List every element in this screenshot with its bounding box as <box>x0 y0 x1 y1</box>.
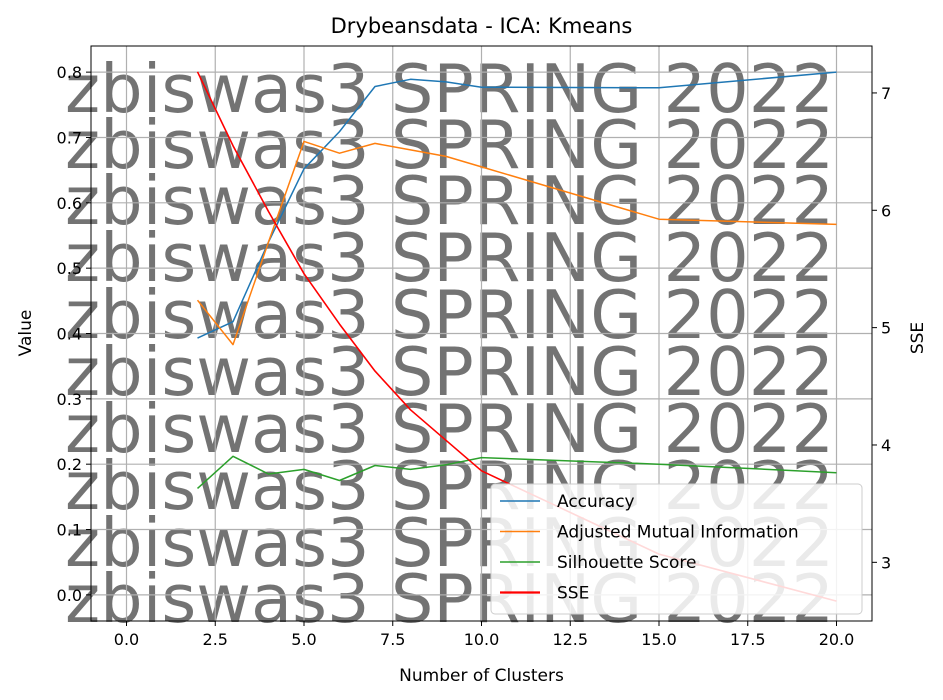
watermark-text: zbiswas3 SPRING 2022 <box>65 106 834 184</box>
legend-label: Silhouette Score <box>557 553 696 573</box>
x-tick-label: 2.5 <box>203 630 228 649</box>
x-tick-label: 7.5 <box>380 630 405 649</box>
y-tick-label: 0.0 <box>57 586 82 605</box>
y-tick-label: 0.5 <box>57 259 82 278</box>
y2-tick-label: 6 <box>881 201 891 220</box>
watermark-text: zbiswas3 SPRING 2022 <box>65 333 834 411</box>
silhouette-score-line <box>196 455 837 489</box>
y2-tick-label: 5 <box>881 319 891 338</box>
x-tick-label: 0.0 <box>114 630 139 649</box>
y-tick-label: 0.2 <box>57 455 82 474</box>
legend-label: SSE <box>557 584 589 604</box>
x-tick-label: 17.5 <box>730 630 766 649</box>
accuracy-line <box>197 71 837 339</box>
y-tick-label: 0.7 <box>57 128 82 147</box>
adjusted-mutual-information-line <box>196 140 837 346</box>
y-tick-label: 0.1 <box>57 521 82 540</box>
x-axis-label: Number of Clusters <box>399 666 564 686</box>
y-tick-label: 0.8 <box>57 63 82 82</box>
watermark-text: zbiswas3 SPRING 2022 <box>65 390 834 468</box>
x-tick-label: 10.0 <box>464 630 500 649</box>
watermark-text: zbiswas3 SPRING 2022 <box>65 219 834 297</box>
x-tick-label: 15.0 <box>641 630 677 649</box>
y2-tick-label: 3 <box>881 553 891 572</box>
y2-tick-label: 7 <box>881 84 891 103</box>
y-tick-label: 0.6 <box>57 194 82 213</box>
watermark-text: zbiswas3 SPRING 2022 <box>65 50 834 128</box>
watermark-text: zbiswas3 SPRING 2022 <box>65 162 834 240</box>
y-axis-label: Value <box>16 310 36 357</box>
legend-label: Accuracy <box>557 492 635 512</box>
y-tick-label: 0.4 <box>57 325 82 344</box>
y2-axis-label: SSE <box>908 322 928 354</box>
legend: Accuracy Adjusted Mutual Information Silho… <box>490 483 863 615</box>
x-tick-label: 12.5 <box>552 630 588 649</box>
chart-title: Drybeansdata - ICA: Kmeans <box>331 14 633 38</box>
axes: 0.0 2.5 5.0 7.5 10.0 12.5 15.0 17.5 20.0 0.0 0.1 0.… <box>57 63 892 649</box>
y-tick-label: 0.3 <box>57 390 82 409</box>
x-tick-label: 5.0 <box>291 630 316 649</box>
x-tick-label: 20.0 <box>819 630 855 649</box>
y2-tick-label: 4 <box>881 436 891 455</box>
legend-label: Adjusted Mutual Information <box>557 523 799 543</box>
legend-box <box>490 483 863 615</box>
watermark-text: zbiswas3 SPRING 2022 <box>65 276 834 354</box>
